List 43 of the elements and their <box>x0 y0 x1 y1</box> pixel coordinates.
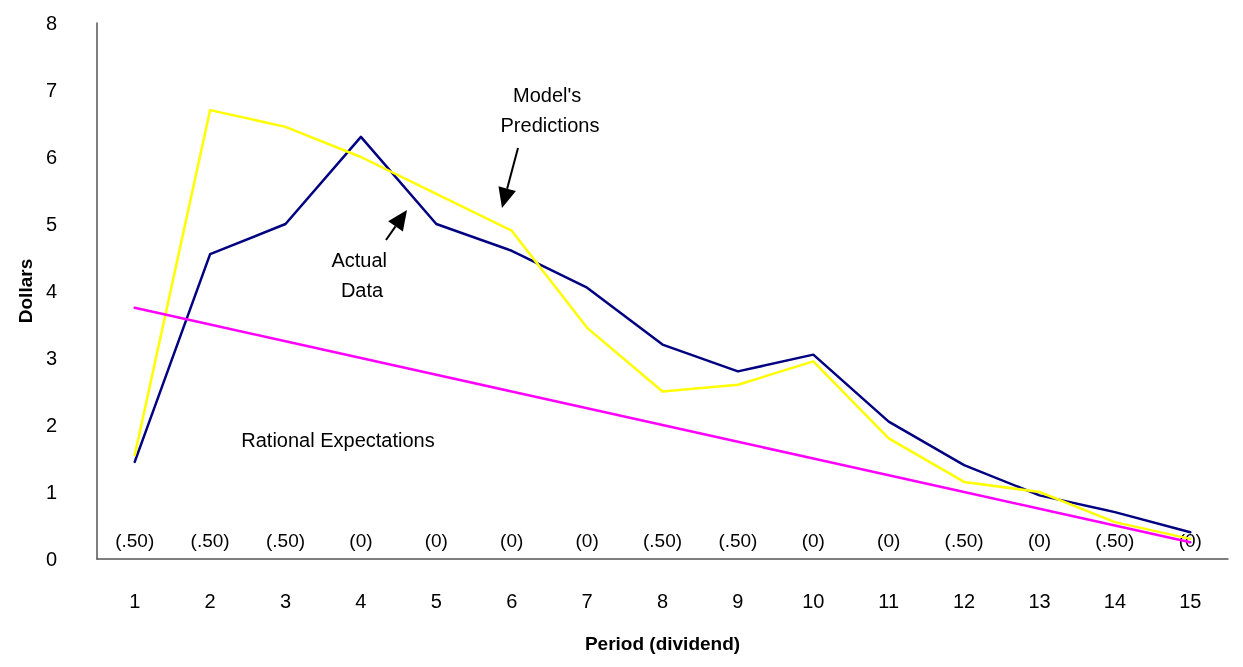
annotation: (.50) <box>642 529 683 551</box>
annotation: (.50) <box>718 529 758 551</box>
annotation: Actual Data <box>331 249 393 301</box>
y-tick-label: 6 <box>45 146 58 168</box>
annotation: (0) <box>424 529 448 551</box>
annotation: (0) <box>349 529 373 551</box>
x-tick-label: 6 <box>506 590 518 612</box>
x-tick-label: 10 <box>802 590 825 612</box>
x-tick-label: 2 <box>204 590 216 612</box>
x-axis-title: Period (dividend) <box>584 633 741 654</box>
y-axis-title: Dollars <box>15 258 36 324</box>
y-tick-label: 7 <box>45 79 58 101</box>
annotation: (.50) <box>190 529 230 551</box>
annotation: (0) <box>877 529 901 551</box>
x-tick-label: 15 <box>1179 590 1202 612</box>
x-tick-label: 14 <box>1103 590 1127 612</box>
x-tick-label: 7 <box>581 590 593 612</box>
y-tick-label: 5 <box>45 213 58 235</box>
y-tick-label: 2 <box>45 414 58 436</box>
annotation: (.50) <box>1095 529 1135 551</box>
annotation: (0) <box>1027 529 1052 551</box>
x-tick-label: 11 <box>878 590 900 612</box>
annotation: Rational Expectations <box>241 429 435 451</box>
x-tick-label: 12 <box>952 590 976 612</box>
y-tick-label: 3 <box>45 347 58 369</box>
annotation: Model's Predictions <box>500 84 600 136</box>
y-tick-label: 4 <box>45 280 58 302</box>
y-tick-label: 0 <box>45 548 58 570</box>
x-tick-label: 8 <box>656 590 669 612</box>
annotation: (0) <box>500 529 524 551</box>
annotation: (0) <box>575 529 599 551</box>
x-tick-label: 5 <box>430 590 442 612</box>
y-tick-label: 8 <box>45 12 58 34</box>
x-tick-label: 13 <box>1028 590 1051 612</box>
x-tick-label: 4 <box>355 590 367 612</box>
x-tick-label: 3 <box>279 590 292 612</box>
annotation: (0) <box>801 529 825 551</box>
x-tick-label: 1 <box>129 590 141 612</box>
annotation: (.50) <box>265 529 306 551</box>
y-tick-label: 1 <box>45 481 58 503</box>
annotation: (.50) <box>944 529 984 551</box>
x-tick-label: 9 <box>732 590 744 612</box>
annotation: (.50) <box>115 529 155 551</box>
